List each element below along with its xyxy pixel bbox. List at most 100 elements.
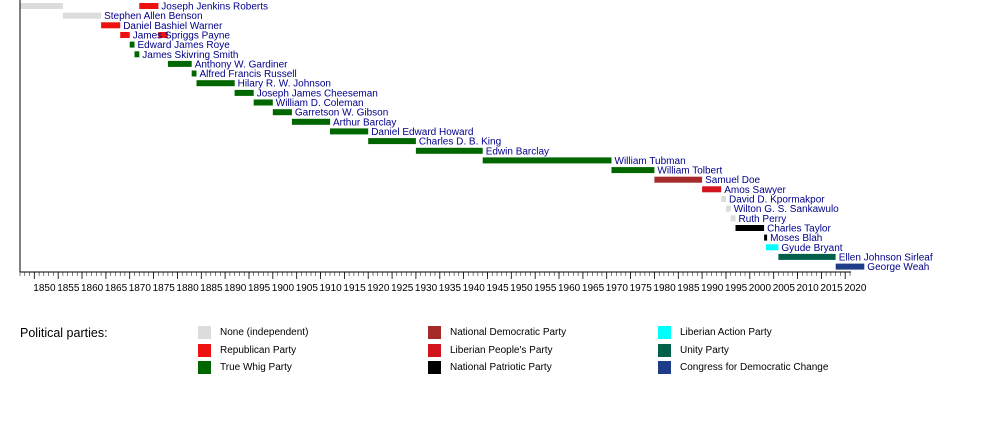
president-label: Hilary R. W. Johnson	[238, 79, 331, 90]
legend-label: Republican Party	[220, 344, 297, 356]
term-bar	[101, 22, 121, 29]
legend-swatch	[658, 343, 671, 357]
legend-item: Liberian Action Party	[658, 325, 772, 339]
president-label: Wilton G. S. Sankawulo	[734, 204, 839, 215]
president-label: Daniel Edward Howard	[371, 127, 473, 138]
x-tick-label: 2015	[820, 283, 843, 294]
legend-item: Republican Party	[198, 343, 296, 357]
x-tick-label: 1940	[463, 283, 486, 294]
legend-swatch	[658, 360, 671, 374]
x-tick-label: 1850	[33, 283, 56, 294]
term-bar	[721, 196, 726, 202]
term-bar	[611, 167, 655, 174]
president-label: Edward James Roye	[138, 40, 231, 51]
x-tick-label: 1855	[57, 283, 80, 294]
legend-swatch	[658, 325, 671, 339]
term-bar	[482, 157, 612, 164]
term-bar	[764, 234, 768, 241]
x-tick-label: 2020	[844, 283, 867, 294]
x-tick-label: 1930	[415, 283, 438, 294]
x-tick-label: 1910	[320, 283, 343, 294]
president-label: William Tubman	[615, 156, 686, 167]
x-tick-label: 2005	[773, 283, 796, 294]
bar-group	[20, 3, 865, 270]
president-label: Amos Sawyer	[724, 185, 786, 196]
x-tick-label: 1945	[487, 283, 510, 294]
legend-label: Unity Party	[680, 344, 729, 356]
legend-label: National Democratic Party	[450, 326, 567, 338]
president-label: Garretson W. Gibson	[295, 108, 388, 119]
x-tick-label: 1915	[343, 283, 366, 294]
x-tick-label: 1885	[200, 283, 223, 294]
term-bar	[735, 225, 765, 231]
term-bar	[368, 138, 416, 145]
x-axis-ticks: 1850 1855 1860 1865 1870 1875 1880 1885 1890 1895…	[19, 272, 867, 294]
term-bar	[702, 186, 722, 193]
president-label: Arthur Barclay	[333, 117, 396, 128]
president-label: Daniel Bashiel Warner	[123, 21, 223, 32]
president-label: Charles Taylor	[767, 224, 831, 235]
x-tick-label: 1900	[272, 283, 295, 294]
president-label: William Tolbert	[657, 166, 722, 177]
president-label: George Weah	[867, 262, 929, 273]
president-label: Joseph Jenkins Roberts	[161, 2, 268, 13]
x-tick-label: 1870	[129, 283, 152, 294]
x-tick-label: 1875	[153, 283, 176, 294]
term-bar	[726, 205, 731, 212]
x-tick-label: 1970	[606, 283, 629, 294]
term-bar	[253, 99, 273, 106]
x-tick-label: 1925	[391, 283, 414, 294]
legend-label: National Patriotic Party	[450, 361, 552, 373]
term-bar	[415, 147, 483, 154]
term-bar	[62, 12, 102, 19]
x-tick-label: 1990	[701, 283, 724, 294]
x-tick-label: 1985	[677, 283, 700, 294]
term-bar	[129, 41, 135, 48]
president-label: David D. Kpormakpor	[729, 195, 825, 206]
x-tick-label: 1865	[105, 283, 128, 294]
legend-swatch	[428, 343, 441, 357]
x-tick-label: 1905	[296, 283, 319, 294]
term-bar	[120, 32, 130, 38]
term-bar	[654, 176, 703, 183]
x-tick-label: 2000	[749, 283, 772, 294]
term-bar	[330, 128, 369, 135]
legend-swatch	[428, 325, 441, 339]
term-bar	[139, 3, 159, 9]
legend-label: Liberian Action Party	[680, 326, 772, 338]
president-label: Samuel Doe	[705, 175, 760, 186]
legend-item: Liberian People's Party	[428, 343, 553, 357]
x-tick-label: 1955	[534, 283, 557, 294]
president-label: James Spriggs Payne	[133, 31, 231, 42]
x-tick-label: 1965	[582, 283, 605, 294]
term-bar	[134, 51, 140, 58]
president-label: Charles D. B. King	[419, 137, 501, 148]
x-tick-label: 1995	[725, 283, 748, 294]
legend-label: Liberian People's Party	[450, 344, 553, 356]
president-label: Stephen Allen Benson	[104, 11, 202, 22]
legend-swatch	[198, 360, 211, 374]
president-label: William D. Coleman	[276, 98, 364, 109]
president-label: Alfred Francis Russell	[200, 69, 297, 80]
term-bar	[191, 70, 197, 77]
president-label: Joseph James Cheeseman	[257, 88, 378, 99]
x-tick-label: 1860	[81, 283, 104, 294]
legend-item: National Patriotic Party	[428, 360, 552, 374]
legend-label: None (independent)	[220, 326, 309, 338]
term-bar	[778, 253, 836, 260]
term-bar	[20, 3, 63, 9]
president-label: Edwin Barclay	[486, 146, 549, 157]
x-tick-label: 1980	[653, 283, 676, 294]
term-bar	[158, 32, 168, 38]
president-label: Gyude Bryant	[781, 243, 842, 254]
legend-item: None (independent)	[198, 325, 308, 339]
legend-title: Political parties:	[20, 326, 108, 340]
legend-item: Congress for Democratic Change	[658, 360, 828, 374]
x-tick-label: 1880	[176, 283, 199, 294]
legend-item: Unity Party	[658, 343, 729, 357]
term-bar	[234, 89, 254, 96]
legend-label: Congress for Democratic Change	[680, 361, 829, 373]
term-bar	[766, 244, 779, 251]
legend-item: National Democratic Party	[428, 325, 566, 339]
